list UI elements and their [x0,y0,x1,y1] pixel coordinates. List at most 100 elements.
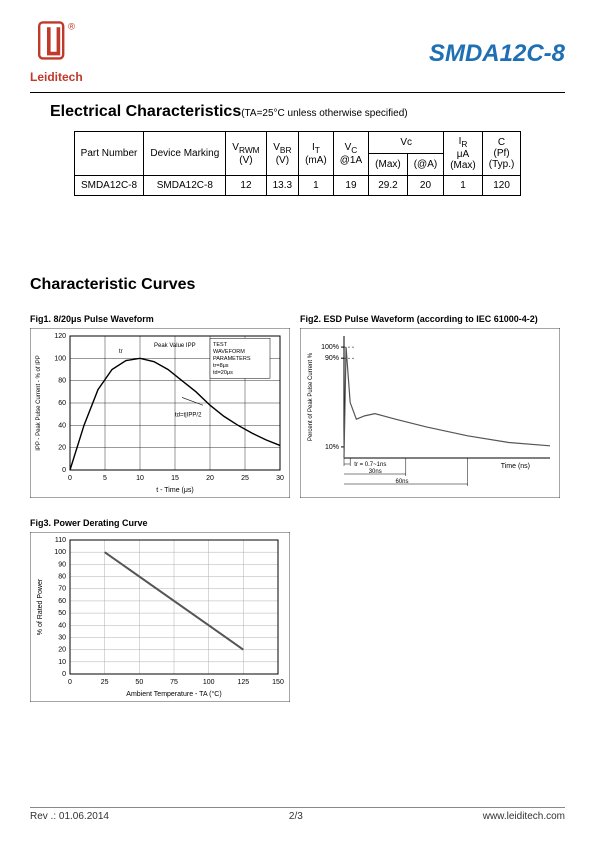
fig1-chart: 0 5 10 15 20 25 30 0 20 40 60 80 100 120 t - Time (μs)… [30,328,290,498]
elec-title-text: Electrical Characteristics [50,103,241,120]
svg-text:40: 40 [58,622,66,629]
fig2-caption: Fig2. ESD Pulse Waveform (according to I… [300,314,560,324]
col-cap: C(Pf)(Typ.) [482,132,521,176]
col-vrwm: VRWM(V) [226,132,266,176]
svg-text:Time (ns): Time (ns) [501,463,530,470]
part-title: SMDA12C-8 [429,40,565,68]
svg-text:100%: 100% [321,344,339,351]
col-vc-max: (Max) [369,154,408,176]
svg-text:120: 120 [54,333,66,340]
page-header: ® Leiditech SMDA12C-8 [30,0,565,93]
svg-text:IPP - Peak Pulse Current - % o: IPP - Peak Pulse Current - % of IPP [36,355,42,451]
svg-text:tr=8μs: tr=8μs [213,363,229,369]
fig1-block: Fig1. 8/20μs Pulse Waveform 0 5 10 15 20 25 30… [30,314,290,498]
elec-subtitle-text: (TA=25°C unless otherwise specified) [241,108,407,119]
svg-text:75: 75 [170,679,178,686]
svg-text:20: 20 [206,475,214,482]
col-device-marking: Device Marking [144,132,226,176]
svg-text:70: 70 [58,586,66,593]
svg-text:20: 20 [58,445,66,452]
fig3-block: Fig3. Power Derating Curve 0255075100125… [30,518,290,702]
fig3-caption: Fig3. Power Derating Curve [30,518,290,528]
svg-text:5: 5 [103,475,107,482]
svg-text:50: 50 [135,679,143,686]
svg-text:40: 40 [58,422,66,429]
logo-block: ® Leiditech [30,20,83,84]
svg-text:125: 125 [237,679,249,686]
svg-text:0: 0 [68,679,72,686]
elec-table: Part Number Device Marking VRWM(V) VBR(V… [74,131,522,196]
cell-it: 1 [299,176,334,196]
svg-text:30: 30 [276,475,284,482]
cell-vca: 20 [407,176,443,196]
svg-text:td=20μs: td=20μs [213,370,233,376]
svg-text:90%: 90% [325,355,339,362]
col-part-number: Part Number [74,132,144,176]
svg-text:80: 80 [58,378,66,385]
logo-icon: ® [32,20,80,68]
page-footer: Rev .: 01.06.2014 2/3 www.leiditech.com [30,807,565,822]
col-vc-a: (@A) [407,154,443,176]
col-vc: VC@1A [333,132,368,176]
svg-text:60ns: 60ns [396,479,409,485]
svg-text:30ns: 30ns [369,469,382,475]
svg-text:100: 100 [203,679,215,686]
fig1-caption: Fig1. 8/20μs Pulse Waveform [30,314,290,324]
svg-text:t - Time (μs): t - Time (μs) [156,487,193,494]
fig-row-2: Fig3. Power Derating Curve 0255075100125… [30,518,565,702]
svg-text:®: ® [68,22,75,33]
fig2-block: Fig2. ESD Pulse Waveform (according to I… [300,314,560,498]
col-it: IT(mA) [299,132,334,176]
svg-text:tr = 0.7~1ns: tr = 0.7~1ns [354,462,386,468]
svg-text:60: 60 [58,400,66,407]
col-vbr: VBR(V) [266,132,298,176]
svg-text:60: 60 [58,598,66,605]
svg-text:25: 25 [241,475,249,482]
fig2-chart: 10% 90% 100% Time (ns) Percent of Peak Pulse… [300,328,560,498]
svg-text:WAVEFORM: WAVEFORM [213,349,245,355]
cell-part: SMDA12C-8 [74,176,144,196]
svg-text:100: 100 [54,549,66,556]
cell-c: 120 [482,176,521,196]
cell-vrwm: 12 [226,176,266,196]
cell-vbr: 13.3 [266,176,298,196]
svg-text:0: 0 [62,467,66,474]
svg-text:% of Rated Power: % of Rated Power [37,578,44,635]
svg-text:10%: 10% [325,444,339,451]
svg-text:30: 30 [58,634,66,641]
cell-vcmax: 29.2 [369,176,408,196]
svg-text:tr: tr [119,349,123,355]
svg-text:15: 15 [171,475,179,482]
svg-text:Percent of Peak Pulse Current: Percent of Peak Pulse Current % [308,352,314,441]
svg-text:80: 80 [58,574,66,581]
logo-text: Leiditech [30,70,83,84]
svg-text:150: 150 [272,679,284,686]
table-row: SMDA12C-8 SMDA12C-8 12 13.3 1 19 29.2 20… [74,176,521,196]
cell-ir: 1 [444,176,483,196]
svg-text:0: 0 [68,475,72,482]
svg-text:TEST: TEST [213,342,228,348]
svg-text:Peak Value IPP: Peak Value IPP [154,343,196,349]
footer-page: 2/3 [289,811,303,822]
svg-text:Ambient Temperature - TA (°C): Ambient Temperature - TA (°C) [126,690,221,698]
cell-mark: SMDA12C-8 [144,176,226,196]
svg-text:100: 100 [54,355,66,362]
cell-vc: 19 [333,176,368,196]
table-header-row: Part Number Device Marking VRWM(V) VBR(V… [74,132,521,154]
char-curves-title: Characteristic Curves [30,276,595,294]
svg-text:20: 20 [58,647,66,654]
svg-text:td=t|IPP/2: td=t|IPP/2 [175,412,202,418]
svg-text:10: 10 [136,475,144,482]
svg-text:90: 90 [58,561,66,568]
fig3-chart: 0 25 50 75 100 125 150 0 10 20 30 40 50 60 70 80 90 100 11… [30,532,290,702]
svg-text:110: 110 [55,537,66,544]
elec-char-title: Electrical Characteristics(TA=25°C unles… [50,103,595,121]
svg-text:0: 0 [62,671,66,678]
col-ir: IRμA(Max) [444,132,483,176]
svg-text:25: 25 [101,679,109,686]
svg-text:PARAMETERS: PARAMETERS [213,356,251,362]
footer-rev: Rev .: 01.06.2014 [30,811,109,822]
svg-text:50: 50 [58,610,66,617]
fig-row-1: Fig1. 8/20μs Pulse Waveform 0 5 10 15 20 25 30… [30,314,565,498]
svg-text:10: 10 [58,659,66,666]
